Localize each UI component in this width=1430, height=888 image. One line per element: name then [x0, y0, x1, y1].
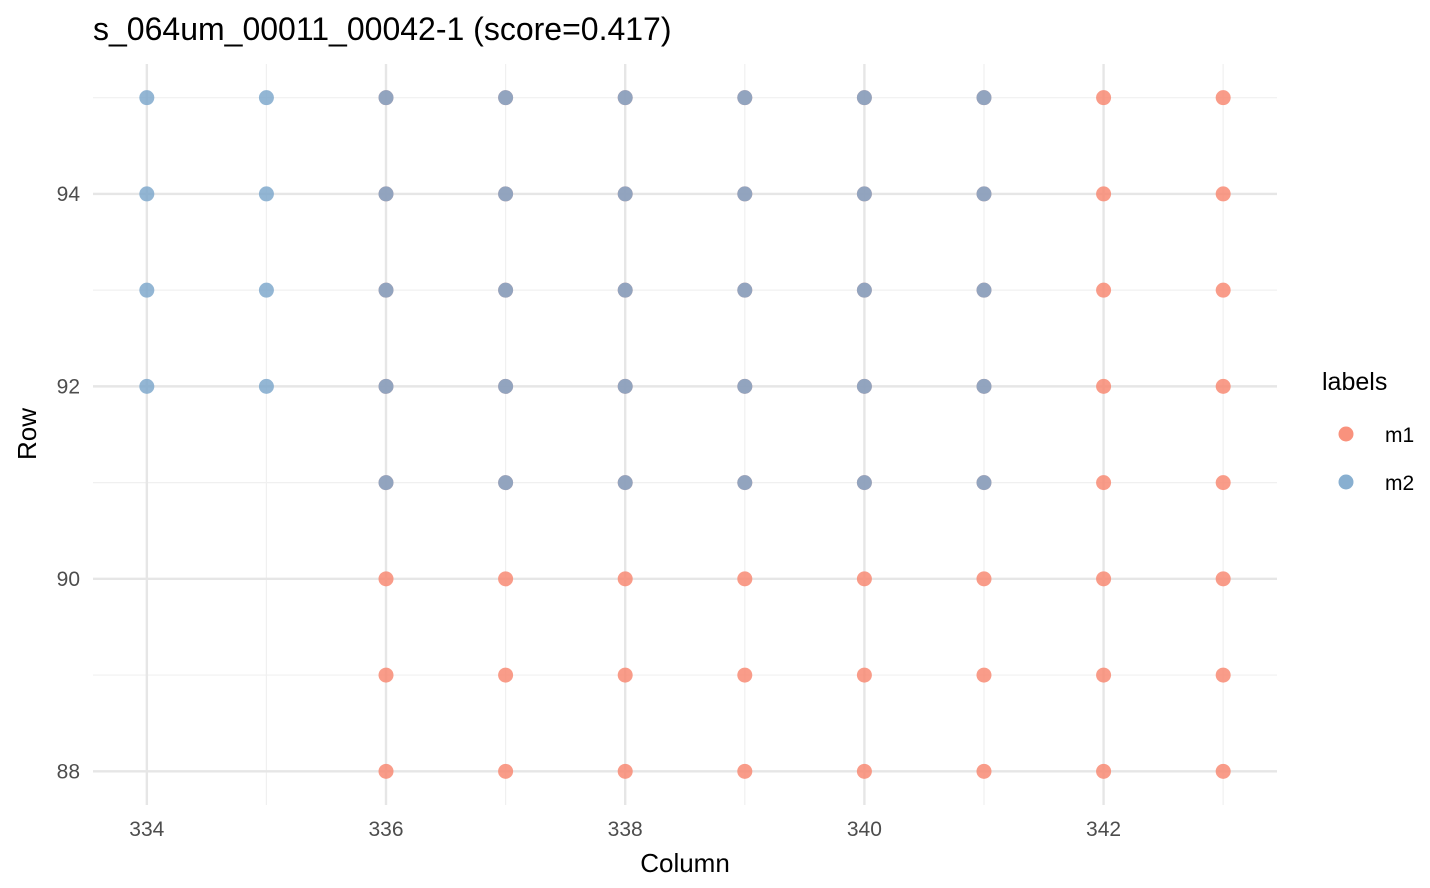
point-m2 — [617, 282, 633, 298]
point-m1 — [737, 571, 753, 587]
point-m1 — [378, 667, 394, 683]
y-tick-label: 88 — [57, 760, 80, 783]
data-points — [139, 90, 1231, 779]
point-m1 — [1215, 378, 1231, 394]
point-m1 — [1096, 763, 1112, 779]
point-m1 — [856, 667, 872, 683]
y-axis-ticks: 88 90 92 94 — [57, 183, 81, 783]
point-m2 — [617, 186, 633, 202]
legend-key-m2 — [1338, 474, 1354, 490]
point-m2 — [498, 475, 514, 491]
point-m2 — [258, 186, 274, 202]
point-m2 — [737, 378, 753, 394]
point-m2 — [378, 186, 394, 202]
point-m2 — [976, 282, 992, 298]
point-m1 — [1215, 763, 1231, 779]
point-m2 — [258, 378, 274, 394]
point-m2 — [856, 475, 872, 491]
legend: labels m1 m2 — [1322, 368, 1414, 495]
point-m1 — [856, 763, 872, 779]
y-tick-label: 94 — [57, 183, 81, 206]
legend-label-m2: m2 — [1385, 472, 1414, 495]
point-m2 — [139, 186, 155, 202]
point-m2 — [378, 475, 394, 491]
point-m2 — [378, 90, 394, 106]
point-m1 — [976, 571, 992, 587]
point-m2 — [617, 378, 633, 394]
point-m1 — [1096, 667, 1112, 683]
point-m2 — [378, 282, 394, 298]
point-m1 — [1096, 90, 1112, 106]
y-axis-title: Row — [12, 408, 42, 460]
point-m1 — [1215, 282, 1231, 298]
point-m1 — [856, 571, 872, 587]
point-m2 — [976, 475, 992, 491]
grid — [93, 64, 1277, 805]
point-m1 — [1215, 571, 1231, 587]
point-m1 — [617, 763, 633, 779]
point-m2 — [378, 378, 394, 394]
point-m1 — [1096, 186, 1112, 202]
y-tick-label: 90 — [57, 568, 80, 591]
point-m2 — [139, 282, 155, 298]
point-m1 — [498, 571, 514, 587]
point-m2 — [737, 186, 753, 202]
point-m1 — [498, 667, 514, 683]
point-m2 — [737, 282, 753, 298]
point-m1 — [1215, 186, 1231, 202]
point-m2 — [498, 282, 514, 298]
x-tick-label: 338 — [608, 818, 643, 841]
point-m1 — [737, 763, 753, 779]
y-tick-label: 92 — [57, 375, 80, 398]
point-m2 — [498, 186, 514, 202]
point-m2 — [617, 90, 633, 106]
point-m2 — [856, 90, 872, 106]
point-m1 — [378, 763, 394, 779]
point-m1 — [976, 763, 992, 779]
point-m1 — [1096, 475, 1112, 491]
point-m2 — [737, 475, 753, 491]
point-m2 — [976, 90, 992, 106]
point-m2 — [856, 378, 872, 394]
point-m1 — [976, 667, 992, 683]
point-m1 — [378, 571, 394, 587]
point-m2 — [976, 186, 992, 202]
point-m2 — [737, 90, 753, 106]
x-tick-label: 336 — [368, 818, 403, 841]
point-m1 — [1215, 90, 1231, 106]
point-m1 — [1215, 667, 1231, 683]
x-tick-label: 340 — [847, 818, 882, 841]
chart-title: s_064um_00011_00042-1 (score=0.417) — [93, 11, 672, 47]
point-m1 — [1215, 475, 1231, 491]
point-m1 — [1096, 378, 1112, 394]
point-m1 — [617, 667, 633, 683]
point-m2 — [976, 378, 992, 394]
point-m1 — [1096, 282, 1112, 298]
point-m1 — [498, 763, 514, 779]
point-m2 — [856, 186, 872, 202]
x-axis-title: Column — [640, 848, 730, 878]
point-m2 — [617, 475, 633, 491]
point-m1 — [737, 667, 753, 683]
legend-key-m1 — [1338, 426, 1354, 442]
point-m2 — [856, 282, 872, 298]
x-tick-label: 342 — [1086, 818, 1121, 841]
point-m1 — [617, 571, 633, 587]
legend-label-m1: m1 — [1385, 424, 1414, 447]
x-axis-ticks: 334 336 338 340 342 — [129, 818, 1121, 841]
point-m1 — [1096, 571, 1112, 587]
point-m2 — [139, 90, 155, 106]
point-m2 — [258, 282, 274, 298]
point-m2 — [498, 90, 514, 106]
point-m2 — [258, 90, 274, 106]
point-m2 — [139, 378, 155, 394]
point-m2 — [498, 378, 514, 394]
legend-title: labels — [1322, 368, 1387, 396]
x-tick-label: 334 — [129, 818, 164, 841]
